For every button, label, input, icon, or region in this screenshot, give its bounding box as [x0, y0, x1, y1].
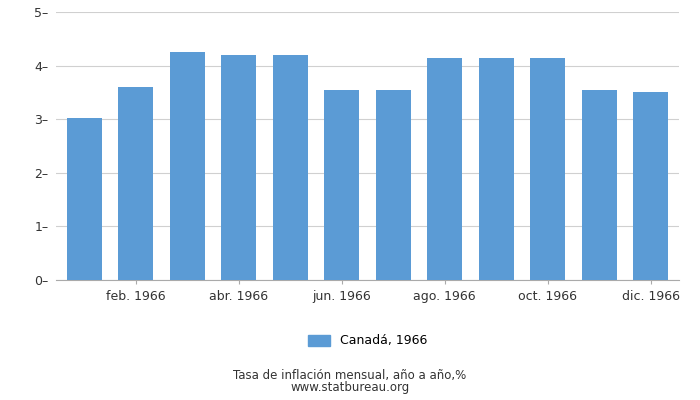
Bar: [427, 58, 462, 280]
Text: Tasa de inflación mensual, año a año,%: Tasa de inflación mensual, año a año,%: [233, 370, 467, 382]
Bar: [376, 90, 411, 280]
Bar: [118, 86, 153, 280]
Text: www.statbureau.org: www.statbureau.org: [290, 382, 410, 394]
Bar: [66, 118, 102, 280]
Bar: [221, 56, 256, 280]
Bar: [479, 58, 514, 280]
Bar: [170, 52, 205, 280]
Bar: [582, 90, 617, 280]
Bar: [273, 56, 308, 280]
Bar: [324, 90, 359, 280]
Bar: [530, 58, 565, 280]
Bar: [634, 92, 668, 280]
Legend: Canadá, 1966: Canadá, 1966: [307, 334, 428, 348]
